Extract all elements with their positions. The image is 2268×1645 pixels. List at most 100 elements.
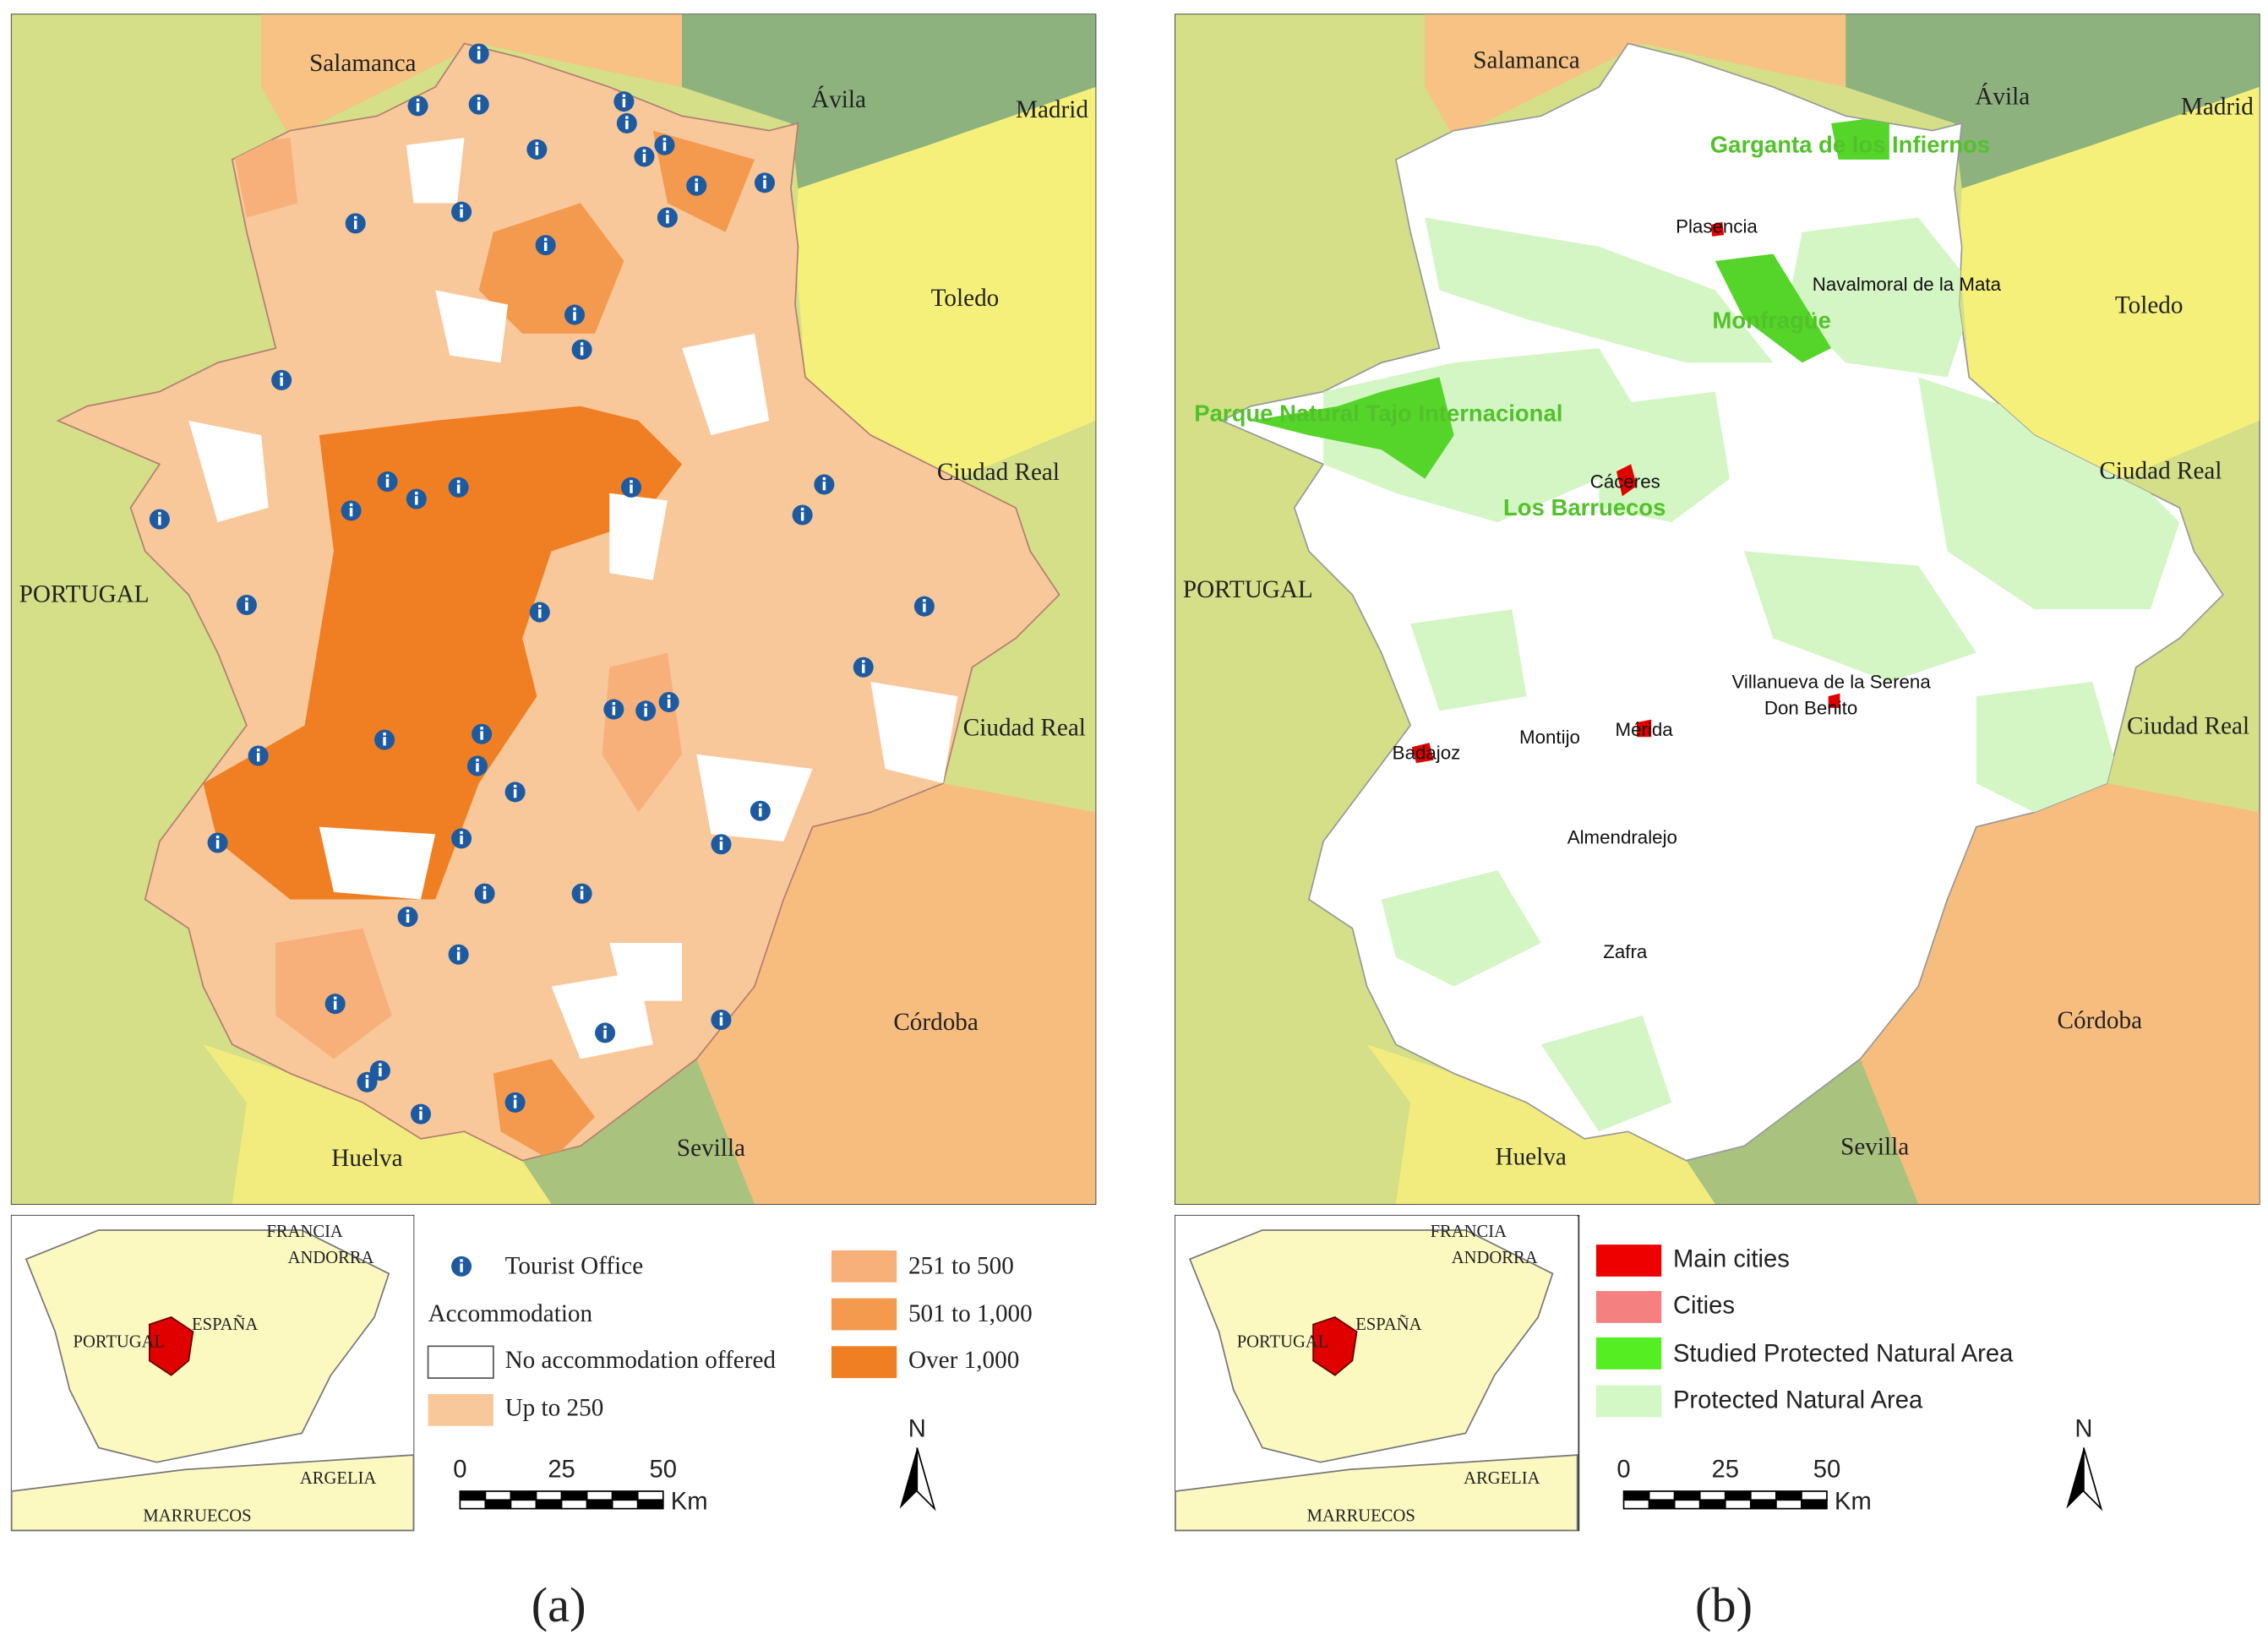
icon-glyph [215, 835, 220, 839]
scale-segment [1775, 1499, 1802, 1510]
icon-glyph [763, 175, 766, 179]
legend [1595, 1245, 1662, 1418]
icon-glyph [822, 477, 826, 481]
scale-segment [1724, 1499, 1752, 1510]
swatch-studied [1595, 1337, 1662, 1370]
scale-segment [1648, 1490, 1676, 1501]
inset-label: MARRUECOS [143, 1507, 251, 1526]
scale-segment [1698, 1499, 1726, 1510]
legend [427, 1250, 897, 1426]
scale-segment [535, 1499, 563, 1510]
icon-glyph [480, 727, 483, 730]
scale-segment [1775, 1490, 1802, 1501]
city-label: Navalmoral de la Mata [1813, 274, 2002, 295]
icon-glyph [477, 101, 481, 111]
legend-label: Protected Natural Area [1673, 1386, 1923, 1414]
icon-glyph [630, 480, 633, 483]
icon-glyph [365, 1075, 369, 1078]
icon-glyph [477, 97, 481, 101]
icon-glyph [460, 209, 463, 218]
icon-glyph [460, 1259, 463, 1262]
icon-glyph [365, 1079, 369, 1088]
accommodation-patches [188, 130, 958, 1161]
icon-glyph [333, 1000, 337, 1010]
icon-glyph [923, 599, 926, 602]
icon-glyph [666, 215, 669, 224]
inset-label: FRANCIA [1431, 1223, 1507, 1241]
swatch-up-to-250 [428, 1393, 493, 1426]
north-arrow [899, 1447, 918, 1509]
legend-label: Studied Protected Natural Area [1673, 1340, 2014, 1367]
icon-glyph [406, 913, 410, 923]
neighbor-label: Córdoba [893, 1009, 979, 1036]
scale-unit: Km [671, 1488, 708, 1515]
scale-segment [510, 1490, 537, 1501]
icon-glyph [383, 733, 386, 736]
swatch-over-1000 [831, 1346, 897, 1379]
icon-glyph [456, 947, 461, 951]
icon-glyph [245, 602, 248, 611]
icon-glyph [622, 94, 626, 98]
city-label: Plasencia [1676, 215, 1758, 237]
icon-glyph [476, 763, 479, 772]
city-label: Villanueva de la Serena [1731, 672, 1931, 693]
area-label: Los Barruecos [1503, 494, 1666, 520]
north-label: N [2074, 1416, 2092, 1443]
icon-glyph [513, 1099, 517, 1108]
scale-label: 50 [650, 1457, 677, 1484]
scale-segment [586, 1490, 613, 1501]
city-label: Mérida [1615, 719, 1673, 740]
neighbor-label: Ávila [811, 85, 866, 113]
icon-glyph [625, 116, 629, 119]
inset-label: FRANCIA [266, 1223, 343, 1241]
icon-glyph [480, 731, 483, 740]
scale-segment [1749, 1499, 1777, 1510]
neighbor-label: PORTUGAL [19, 580, 150, 607]
icon-glyph [349, 507, 353, 517]
icon-glyph [406, 909, 410, 912]
icon-glyph [612, 706, 616, 716]
scale-segment [1622, 1499, 1650, 1510]
north-arrow [2066, 1447, 2084, 1509]
scale-segment [586, 1499, 613, 1510]
scale-segment [1622, 1490, 1650, 1501]
icon-glyph [719, 836, 723, 841]
icon-glyph [476, 758, 479, 762]
legend-label: Tourist Office [505, 1252, 644, 1279]
icon-glyph [419, 1107, 423, 1110]
icon-glyph [256, 753, 260, 762]
neighbor-label: Madrid [2181, 93, 2254, 120]
icon-glyph [158, 512, 161, 515]
icon-glyph [642, 149, 646, 153]
swatch-501-1000 [831, 1298, 897, 1331]
scale-label: 50 [1813, 1457, 1840, 1484]
inset-label: ARGELIA [300, 1469, 377, 1488]
icon-glyph [538, 609, 542, 618]
icon-glyph [580, 342, 584, 346]
legend-label: 501 to 1,000 [908, 1300, 1033, 1327]
scale-segment [560, 1499, 588, 1510]
icon-glyph [385, 478, 390, 488]
icon-glyph [280, 373, 283, 376]
icon-glyph [460, 835, 463, 845]
icon-glyph [642, 153, 646, 163]
icon-glyph [719, 1012, 723, 1016]
legend-label: Accommodation [428, 1300, 593, 1327]
legend-label: Main cities [1673, 1246, 1790, 1273]
protected-areas [1251, 116, 2180, 1132]
neighbor-label: Salamanca [309, 50, 416, 77]
neighbor-label: Sevilla [677, 1135, 745, 1162]
neighbor-label: Madrid [1016, 96, 1088, 123]
scale-segment [484, 1499, 512, 1510]
icon-glyph [662, 142, 667, 151]
neighbor-label: Huelva [1496, 1144, 1567, 1171]
area-label: Monfragüe [1713, 307, 1831, 333]
icon-glyph [603, 1025, 607, 1029]
icon-glyph [385, 474, 390, 477]
caption: (b) [1695, 1577, 1753, 1632]
neighbor-label: Córdoba [2058, 1007, 2143, 1034]
scale-segment [1698, 1490, 1726, 1501]
inset-label: PORTUGAL [1237, 1333, 1329, 1352]
icon-glyph [513, 784, 517, 788]
